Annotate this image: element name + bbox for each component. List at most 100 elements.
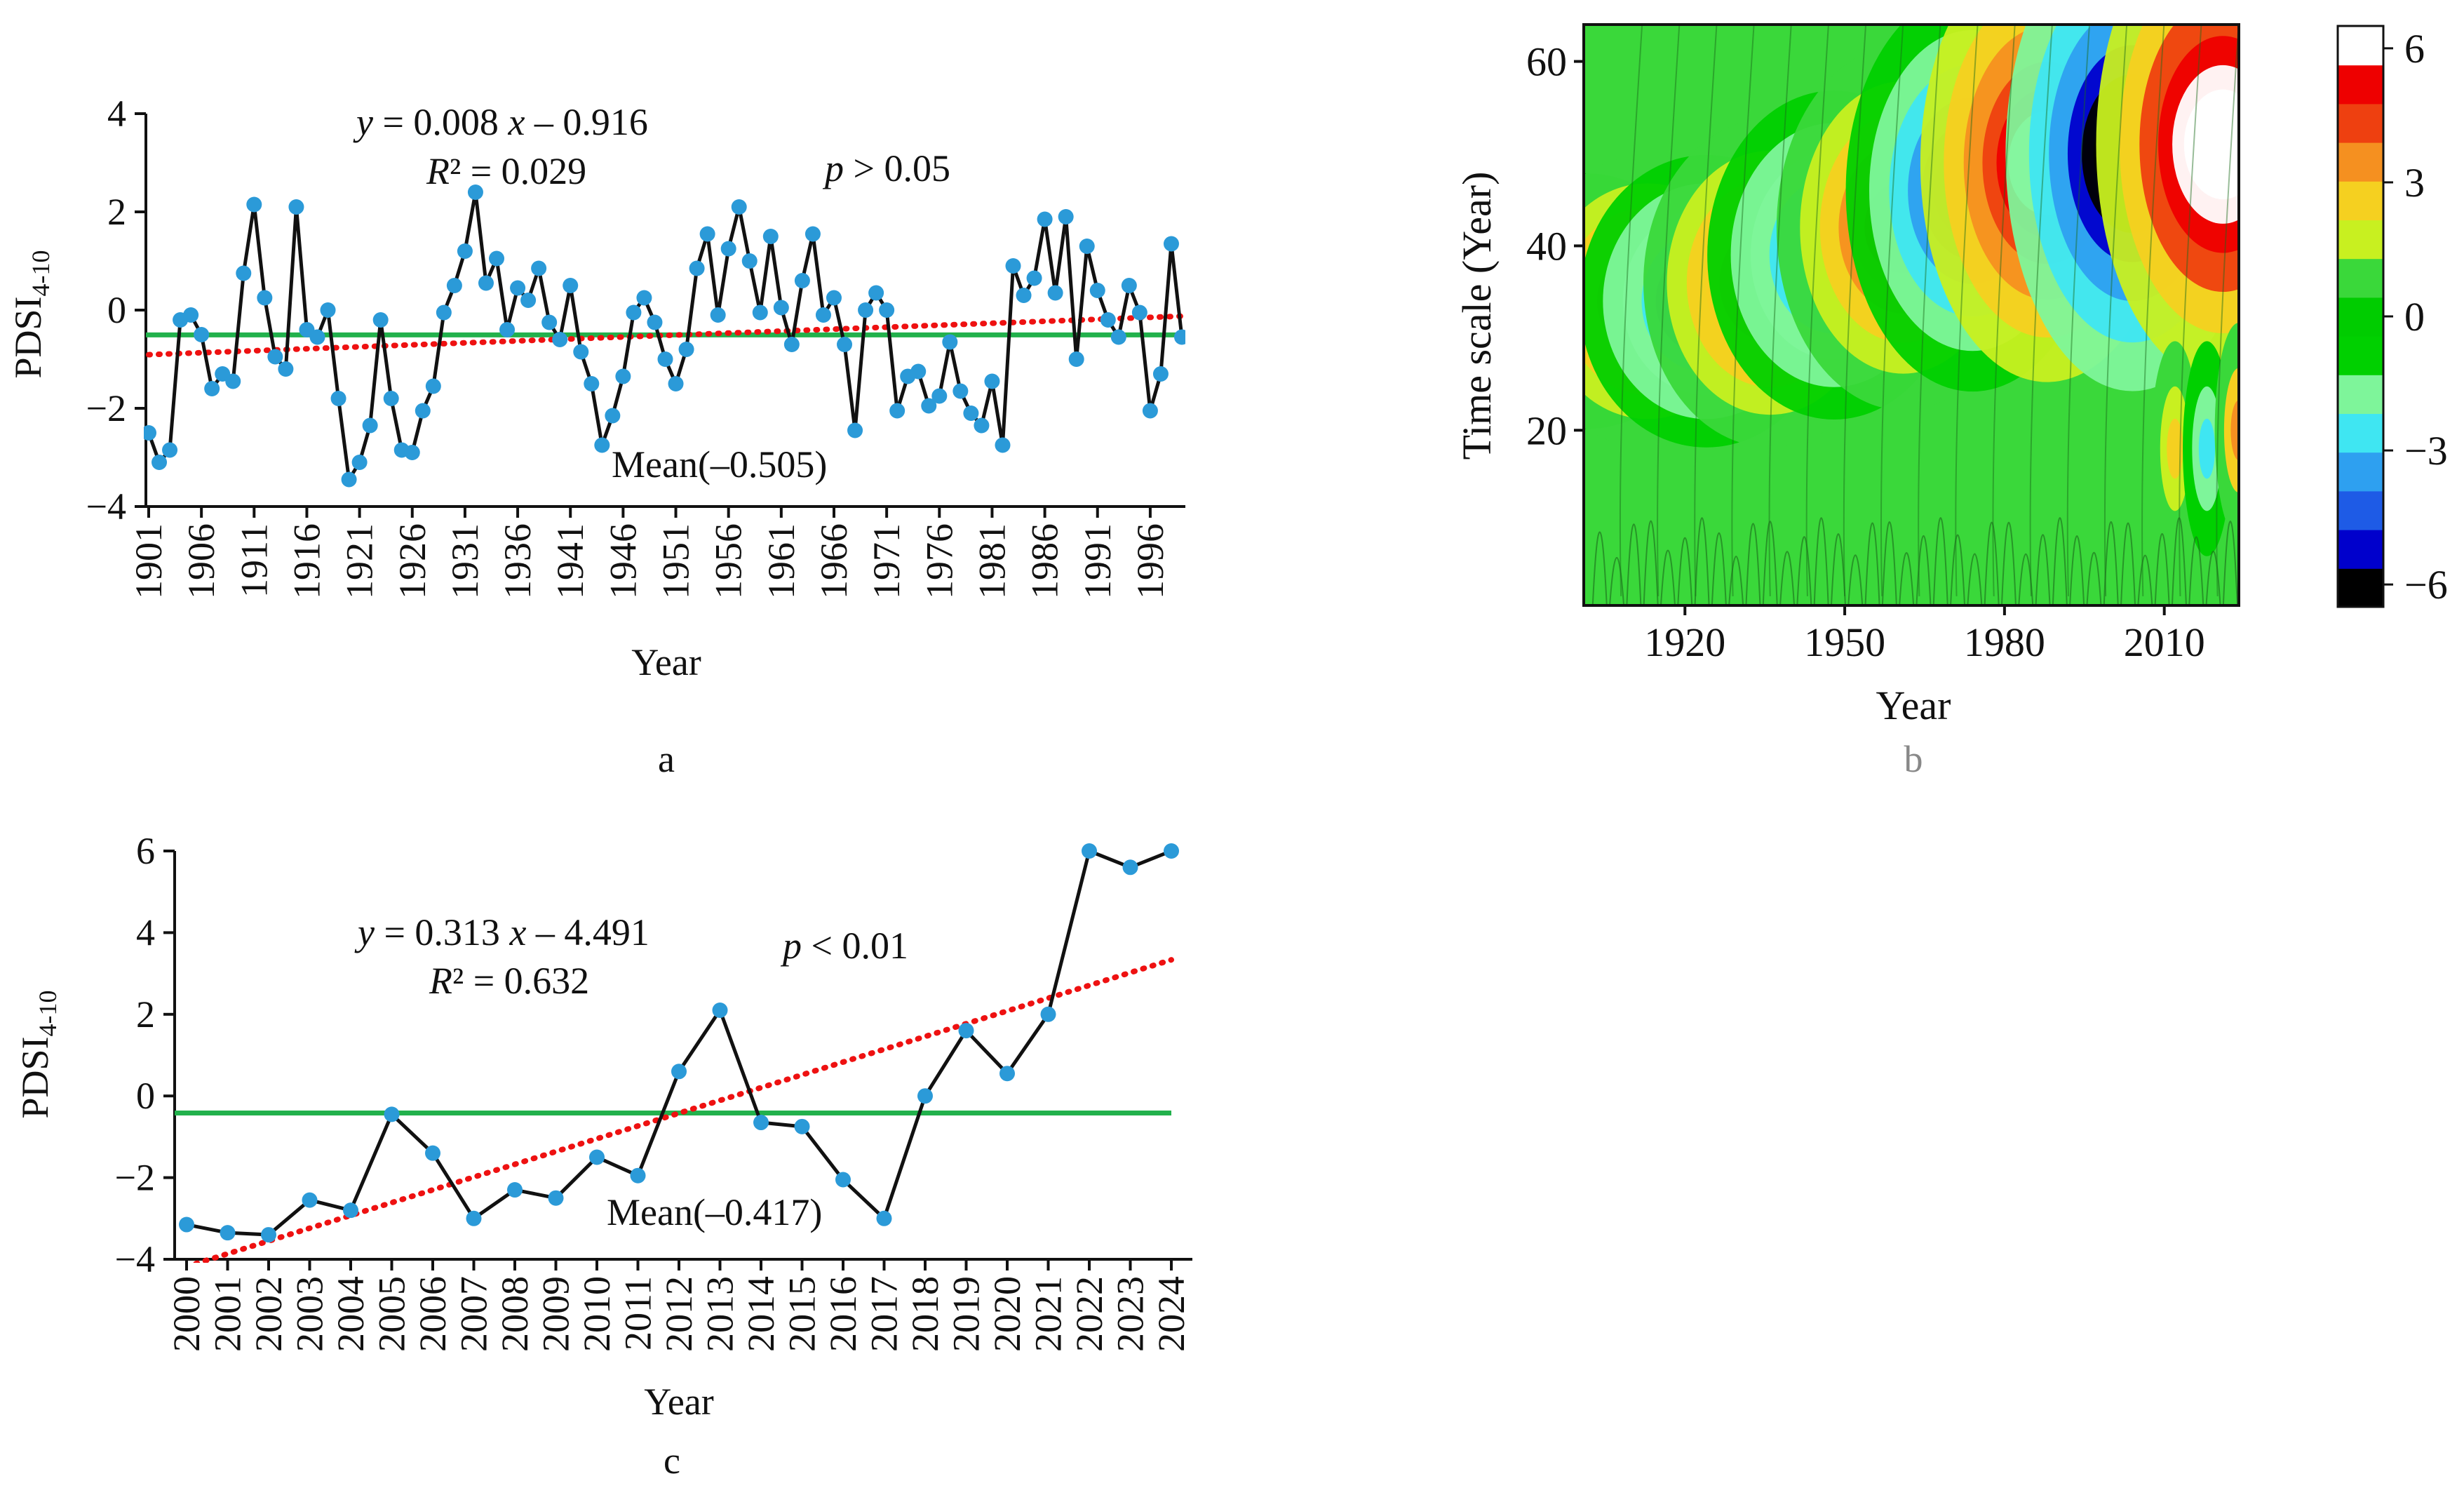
a-data-point (689, 260, 705, 276)
heatmap-contour (1805, 25, 1829, 596)
heatmap-contour (1677, 537, 1693, 605)
heatmap-contour (2086, 552, 2102, 605)
c-data-point (261, 1227, 276, 1243)
c-xtick-label: 2018 (904, 1276, 946, 1352)
a-data-point (425, 378, 441, 394)
a-xtick-label: 1946 (602, 523, 644, 599)
a-data-point (499, 322, 516, 337)
colorbar-segment (2338, 413, 2383, 453)
heatmap-contour (2188, 536, 2204, 605)
colorbar-tick-label: 0 (2404, 294, 2425, 340)
a-data-point (1100, 312, 1116, 328)
a-data-point (858, 302, 874, 318)
c-xtick-label: 2017 (863, 1276, 906, 1352)
a-data-point (668, 376, 684, 391)
a-data-point (194, 327, 210, 342)
a-data-point (584, 376, 600, 391)
a-xtick-label: 1991 (1077, 523, 1119, 599)
a-data-point (1037, 211, 1053, 227)
a-data-point (415, 403, 431, 419)
c-data-point (712, 1002, 728, 1018)
heatmap-contour (1660, 549, 1676, 605)
c-data-point (302, 1192, 318, 1208)
a-data-point (837, 337, 853, 352)
c-xtick-label: 2015 (781, 1276, 823, 1352)
a-xtick-label: 1911 (233, 523, 275, 598)
heatmap-contour (2018, 554, 2034, 605)
a-data-point (889, 403, 906, 419)
heatmap-contour (1880, 25, 1904, 596)
panel-b-ylabel: Time scale (Year) (1454, 172, 1500, 460)
heatmap-contour (1711, 532, 1727, 605)
a-data-point (974, 417, 990, 434)
panel-b-caption: b (1904, 738, 1923, 780)
panel-b-heatmap (1584, 25, 2239, 605)
panel-b-plot-frame (1582, 23, 2240, 607)
heatmap-contour (2154, 533, 2170, 605)
a-xtick-label: 1931 (444, 523, 486, 599)
heatmap-contour (2120, 522, 2136, 605)
panel-a-r2: R² = 0.029 (426, 150, 586, 192)
a-data-point (773, 300, 789, 316)
heatmap-contour (1796, 536, 1812, 605)
panel-c-ylabel-main: PDSI (14, 1036, 56, 1118)
c-xtick-label: 2002 (248, 1276, 290, 1352)
a-xtick-label: 1966 (813, 523, 855, 599)
a-xtick-label: 1951 (655, 523, 697, 599)
c-data-point (753, 1115, 769, 1131)
heatmap-contour (1657, 25, 1681, 596)
panel-a-eq-x: x (507, 101, 525, 143)
heatmap-contour (1916, 535, 1932, 605)
c-ytick-label: 2 (136, 993, 155, 1035)
panel-c-r2: R² = 0.632 (429, 960, 589, 1002)
a-data-point (921, 398, 937, 414)
a-data-point (1121, 278, 1137, 293)
a-data-point (804, 226, 821, 242)
heatmap-contour (2029, 25, 2053, 596)
c-ytick-label: 4 (136, 911, 155, 953)
panel-b-ytick-label: 60 (1526, 39, 1567, 85)
c-xtick-label: 2020 (986, 1276, 1028, 1352)
a-data-point (1058, 209, 1074, 224)
heatmap-contour (1932, 517, 1948, 605)
panel-b-xtick-label: 1980 (1964, 619, 2045, 665)
panel-a-pvalue: p > 0.05 (822, 147, 950, 189)
c-xtick-label: 2023 (1110, 1276, 1152, 1352)
c-data-point (548, 1190, 564, 1206)
a-data-point (457, 243, 473, 259)
panel-a-r2-label: R (426, 150, 450, 192)
panel-c-eq-y: y (354, 911, 375, 953)
colorbar-segment (2338, 258, 2383, 298)
a-data-point (404, 445, 420, 460)
a-data-point (383, 391, 399, 406)
c-data-point (220, 1225, 236, 1241)
heatmap-contour (1830, 533, 1846, 605)
a-xtick-label: 1916 (285, 523, 328, 599)
c-ytick-label: 0 (136, 1075, 155, 1117)
heatmap-contour (2066, 25, 2091, 596)
heatmap-contour (2205, 551, 2221, 605)
a-xtick-label: 1996 (1129, 523, 1171, 599)
a-data-point (826, 290, 842, 306)
a-data-point (741, 253, 758, 269)
panel-c-caption: c (664, 1440, 680, 1482)
a-data-point (731, 199, 747, 215)
heatmap-contour (1619, 25, 1643, 596)
heatmap-contour (2000, 521, 2017, 605)
a-ytick-label: 0 (107, 289, 126, 331)
heatmap-contour (2216, 25, 2239, 596)
a-ytick-label: −2 (86, 387, 126, 429)
a-data-point (162, 442, 178, 458)
a-xtick-label: 1981 (971, 523, 1013, 599)
c-xtick-label: 2007 (453, 1276, 495, 1352)
a-data-point (267, 349, 283, 365)
a-data-point (1047, 285, 1063, 301)
a-xtick-label: 1976 (918, 523, 960, 599)
heatmap-contour (1918, 25, 1941, 596)
a-data-point (1142, 403, 1158, 419)
panel-a-r2-value: ² = 0.029 (450, 150, 586, 192)
a-data-point (236, 265, 252, 281)
colorbar-segment (2338, 65, 2383, 105)
colorbar-segment (2338, 529, 2383, 569)
